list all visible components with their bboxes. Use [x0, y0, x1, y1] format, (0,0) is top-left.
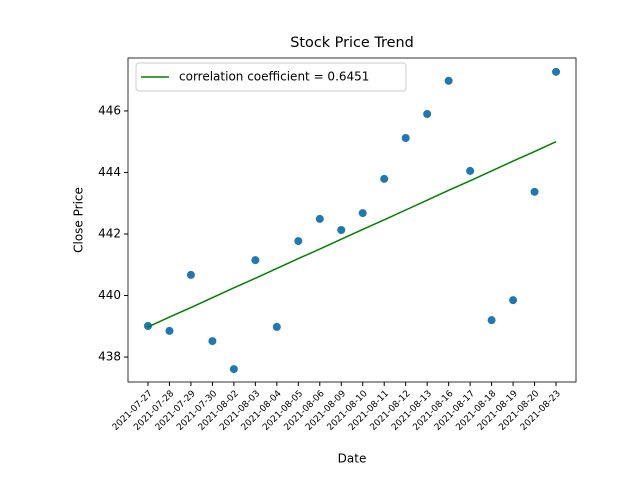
scatter-point: [401, 134, 410, 142]
y-tick-label: 444: [98, 165, 121, 179]
y-tick-label: 440: [98, 288, 121, 302]
axes-frame: [127, 57, 577, 383]
scatter-point: [251, 256, 260, 265]
x-axis-label: Date: [338, 452, 367, 466]
scatter-point: [487, 316, 496, 325]
scatter-point: [423, 110, 432, 118]
scatter-point: [530, 187, 539, 196]
scatter-point: [186, 270, 195, 279]
chart-title: Stock Price Trend: [290, 35, 413, 51]
scatter-point: [358, 209, 367, 218]
scatter-point: [552, 67, 561, 76]
y-axis-label: Close Price: [72, 187, 86, 253]
trend-line: [147, 141, 557, 328]
scatter-point: [337, 226, 346, 234]
scatter-point: [380, 174, 389, 183]
y-tick-label: 438: [98, 350, 121, 364]
scatter-point: [208, 337, 217, 346]
y-tick-label: 442: [98, 227, 121, 241]
scatter-point: [229, 365, 238, 374]
scatter-point: [143, 322, 152, 330]
scatter-point: [315, 214, 324, 223]
scatter-point: [509, 296, 518, 305]
scatter-point: [444, 76, 453, 85]
y-tick-label: 446: [98, 103, 121, 117]
scatter-point: [272, 322, 281, 331]
scatter-point: [294, 237, 303, 246]
legend-label: correlation coefficient = 0.6451: [179, 70, 369, 84]
scatter-point: [466, 166, 475, 175]
scatter-point: [165, 326, 174, 335]
legend-box: [135, 62, 407, 92]
